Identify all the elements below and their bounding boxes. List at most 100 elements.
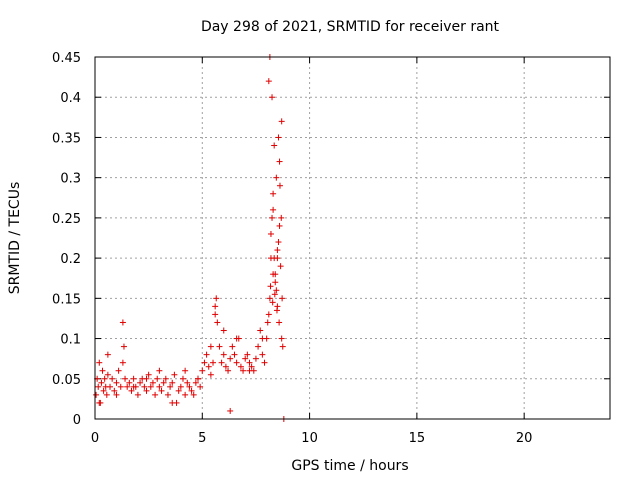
data-point xyxy=(128,387,135,394)
data-point xyxy=(184,379,191,386)
y-tick-label: 0.4 xyxy=(60,91,81,106)
y-tick-label: 0 xyxy=(73,413,81,428)
data-point xyxy=(164,391,171,398)
data-point xyxy=(216,343,223,350)
data-point xyxy=(141,383,148,390)
data-point xyxy=(279,295,286,302)
data-point xyxy=(269,214,276,221)
data-point xyxy=(252,355,259,362)
data-point xyxy=(246,367,253,374)
data-point xyxy=(175,387,182,394)
data-point xyxy=(197,383,204,390)
data-point xyxy=(156,383,163,390)
x-tick-label: 5 xyxy=(198,431,206,446)
data-point xyxy=(171,371,178,378)
data-point xyxy=(264,319,271,326)
data-point xyxy=(103,391,110,398)
data-point xyxy=(279,343,286,350)
data-point xyxy=(160,379,167,386)
data-point xyxy=(259,335,266,342)
data-point xyxy=(265,78,272,85)
data-point xyxy=(246,359,253,366)
data-point xyxy=(134,391,141,398)
data-point xyxy=(212,303,219,310)
y-tick-label: 0.3 xyxy=(60,172,81,187)
y-tick-label: 0.2 xyxy=(60,252,81,267)
data-point xyxy=(99,367,106,374)
data-point xyxy=(96,399,103,406)
x-tick-label: 0 xyxy=(91,431,99,446)
data-point xyxy=(156,367,163,374)
data-point xyxy=(149,379,156,386)
data-point xyxy=(220,327,227,334)
data-point xyxy=(255,343,262,350)
data-point xyxy=(199,367,206,374)
data-point xyxy=(222,363,229,370)
x-tick-label: 20 xyxy=(516,431,533,446)
data-point xyxy=(130,375,137,382)
data-point xyxy=(124,383,131,390)
data-point xyxy=(278,214,285,221)
data-point xyxy=(267,230,274,237)
data-point xyxy=(276,319,283,326)
x-axis-label: GPS time / hours xyxy=(291,458,408,474)
y-tick-label: 0.15 xyxy=(52,292,81,307)
data-point xyxy=(177,383,184,390)
y-tick-label: 0.35 xyxy=(52,131,81,146)
x-tick-label: 10 xyxy=(301,431,318,446)
data-point xyxy=(113,379,120,386)
data-point xyxy=(143,375,150,382)
data-point xyxy=(276,222,283,229)
data-point xyxy=(242,355,249,362)
data-point xyxy=(261,359,268,366)
data-point xyxy=(115,367,122,374)
data-point xyxy=(276,182,283,189)
data-point xyxy=(270,206,277,213)
data-point xyxy=(274,247,281,254)
data-point xyxy=(259,351,266,358)
data-point xyxy=(169,399,176,406)
data-point xyxy=(266,295,273,302)
data-point xyxy=(278,335,285,342)
data-point xyxy=(225,367,232,374)
data-point xyxy=(274,255,281,262)
data-point xyxy=(212,311,219,318)
data-point xyxy=(152,391,159,398)
data-point xyxy=(257,327,264,334)
y-tick-label: 0.1 xyxy=(60,333,81,348)
data-point xyxy=(205,363,212,370)
data-point xyxy=(276,158,283,165)
data-point xyxy=(278,118,285,125)
plot-frame xyxy=(94,56,611,420)
data-point xyxy=(201,359,208,366)
data-point xyxy=(213,295,220,302)
data-point xyxy=(119,319,126,326)
data-point xyxy=(233,359,240,366)
data-point xyxy=(154,375,161,382)
data-point xyxy=(113,391,120,398)
data-point xyxy=(130,383,137,390)
data-point xyxy=(227,355,234,362)
x-tick-label: 15 xyxy=(409,431,426,446)
y-axis-label: SRMTID / TECUs xyxy=(7,182,23,295)
data-point xyxy=(98,379,105,386)
data-point xyxy=(93,391,100,398)
data-point xyxy=(192,379,199,386)
data-point xyxy=(117,383,124,390)
data-points xyxy=(93,54,287,422)
data-point xyxy=(270,271,277,278)
data-point xyxy=(145,371,152,378)
data-point xyxy=(273,287,280,294)
data-point xyxy=(109,375,116,382)
data-point xyxy=(182,391,189,398)
data-point xyxy=(101,375,108,382)
data-point xyxy=(273,307,280,314)
data-point xyxy=(220,351,227,358)
data-point xyxy=(143,387,150,394)
data-point xyxy=(167,383,174,390)
y-tick-label: 0.25 xyxy=(52,212,81,227)
data-point xyxy=(111,387,118,394)
data-point xyxy=(237,363,244,370)
data-point xyxy=(147,383,154,390)
